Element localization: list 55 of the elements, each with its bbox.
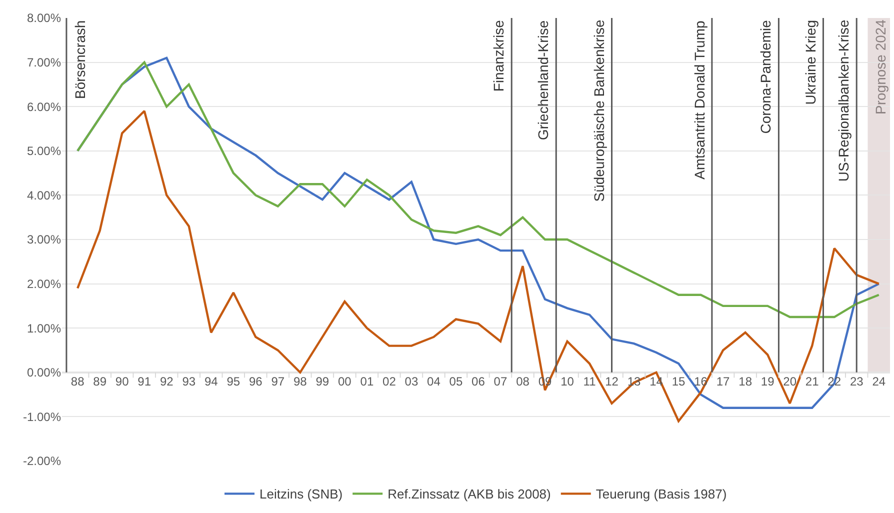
x-tick-label: 12 — [605, 374, 619, 388]
x-tick-label: 23 — [850, 374, 864, 388]
y-tick-label: 5.00% — [26, 144, 62, 158]
y-tick-label: 6.00% — [26, 100, 62, 114]
x-tick-label: 00 — [338, 374, 352, 388]
ref-line-label: Finanzkrise — [490, 20, 507, 92]
ref-line-label: Ukraine Krieg — [802, 20, 819, 105]
ref-line-label: Börsencrash — [72, 20, 88, 99]
legend-label: Teuerung (Basis 1987) — [596, 486, 727, 502]
x-tick-label: 95 — [226, 374, 240, 388]
x-tick-label: 18 — [738, 374, 752, 388]
x-tick-label: 17 — [716, 374, 730, 388]
y-tick-label: 4.00% — [26, 188, 62, 202]
y-tick-label: 7.00% — [26, 56, 62, 70]
legend-label: Ref.Zinssatz (AKB bis 2008) — [388, 486, 551, 502]
x-tick-label: 15 — [672, 374, 686, 388]
y-tick-label: -1.00% — [22, 410, 62, 424]
x-tick-label: 06 — [472, 374, 486, 388]
y-tick-label: 3.00% — [26, 232, 62, 247]
y-tick-label: 0.00% — [26, 366, 62, 380]
x-tick-label: 99 — [316, 374, 330, 388]
x-tick-label: 02 — [382, 374, 396, 388]
band-label: Prognose 2024 — [872, 19, 888, 114]
x-tick-label: 21 — [805, 374, 820, 388]
x-tick-label: 11 — [583, 374, 596, 388]
x-tick-label: 89 — [93, 374, 107, 388]
x-tick-label: 97 — [271, 374, 285, 388]
x-tick-label: 07 — [494, 374, 508, 388]
y-tick-label: 2.00% — [26, 277, 62, 291]
ref-line-label: Corona-Pandemie — [758, 20, 774, 134]
x-tick-label: 03 — [404, 374, 418, 388]
x-tick-label: 05 — [449, 374, 463, 388]
ref-line-label: US-Regionalbanken-Krise — [836, 20, 852, 182]
y-tick-label: 1.00% — [26, 321, 62, 336]
x-tick-label: 96 — [248, 374, 263, 388]
ref-line-label: Amtsantritt Donald Trump — [691, 20, 708, 180]
x-tick-label: 93 — [182, 374, 196, 388]
x-tick-label: 98 — [293, 374, 308, 388]
x-tick-label: 94 — [204, 374, 218, 388]
x-tick-label: 08 — [516, 374, 530, 388]
x-tick-label: 01 — [360, 374, 374, 388]
x-tick-label: 91 — [138, 374, 152, 388]
x-tick-label: 24 — [872, 374, 886, 388]
legend-label: Leitzins (SNB) — [260, 486, 343, 502]
ref-line-label: Südeuropäische Bankenkrise — [590, 19, 607, 202]
y-tick-label: 8.00% — [26, 11, 62, 26]
x-tick-label: 88 — [70, 374, 85, 388]
x-tick-label: 92 — [160, 374, 174, 388]
ref-line-label: Griechenland-Krise — [535, 20, 552, 140]
x-tick-label: 10 — [560, 374, 574, 388]
y-tick-label: -2.00% — [22, 454, 62, 468]
x-tick-label: 20 — [783, 374, 797, 388]
x-tick-label: 04 — [427, 374, 441, 388]
x-tick-label: 19 — [760, 374, 775, 388]
x-tick-label: 90 — [115, 374, 130, 388]
